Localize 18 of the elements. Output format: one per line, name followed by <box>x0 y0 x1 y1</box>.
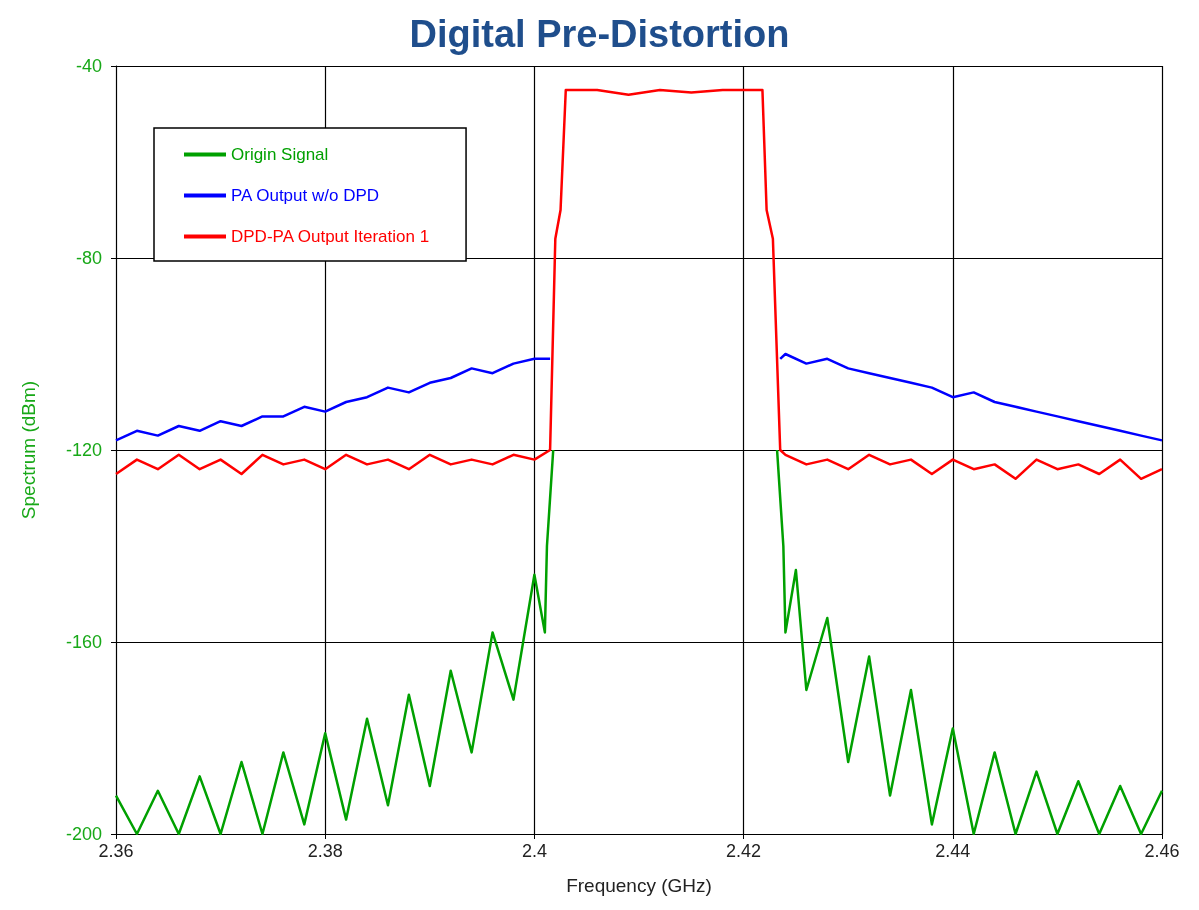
legend-label: Origin Signal <box>231 145 329 164</box>
x-tick-label: 2.38 <box>307 841 343 861</box>
x-tick-label: 2.36 <box>98 841 134 861</box>
x-tick-label: 2.44 <box>935 841 971 861</box>
line-series <box>114 88 1164 481</box>
y-tick-label: -160 <box>65 632 102 652</box>
x-axis-title: Frequency (GHz) <box>566 875 712 896</box>
chart-title: Digital Pre-Distortion <box>409 13 790 55</box>
x-tick-label: 2.4 <box>521 841 547 861</box>
y-tick-label: -80 <box>75 248 102 268</box>
y-tick-label: -200 <box>65 824 102 844</box>
legend-label: PA Output w/o DPD <box>231 186 380 205</box>
x-tick-label: 2.42 <box>726 841 762 861</box>
y-axis-title: Spectrum (dBm) <box>18 380 39 520</box>
y-tick-label: -40 <box>75 56 102 76</box>
x-tick-label: 2.46 <box>1144 841 1180 861</box>
y-tick-label: -120 <box>65 440 102 460</box>
legend-label: DPD-PA Output Iteration 1 <box>231 227 430 246</box>
